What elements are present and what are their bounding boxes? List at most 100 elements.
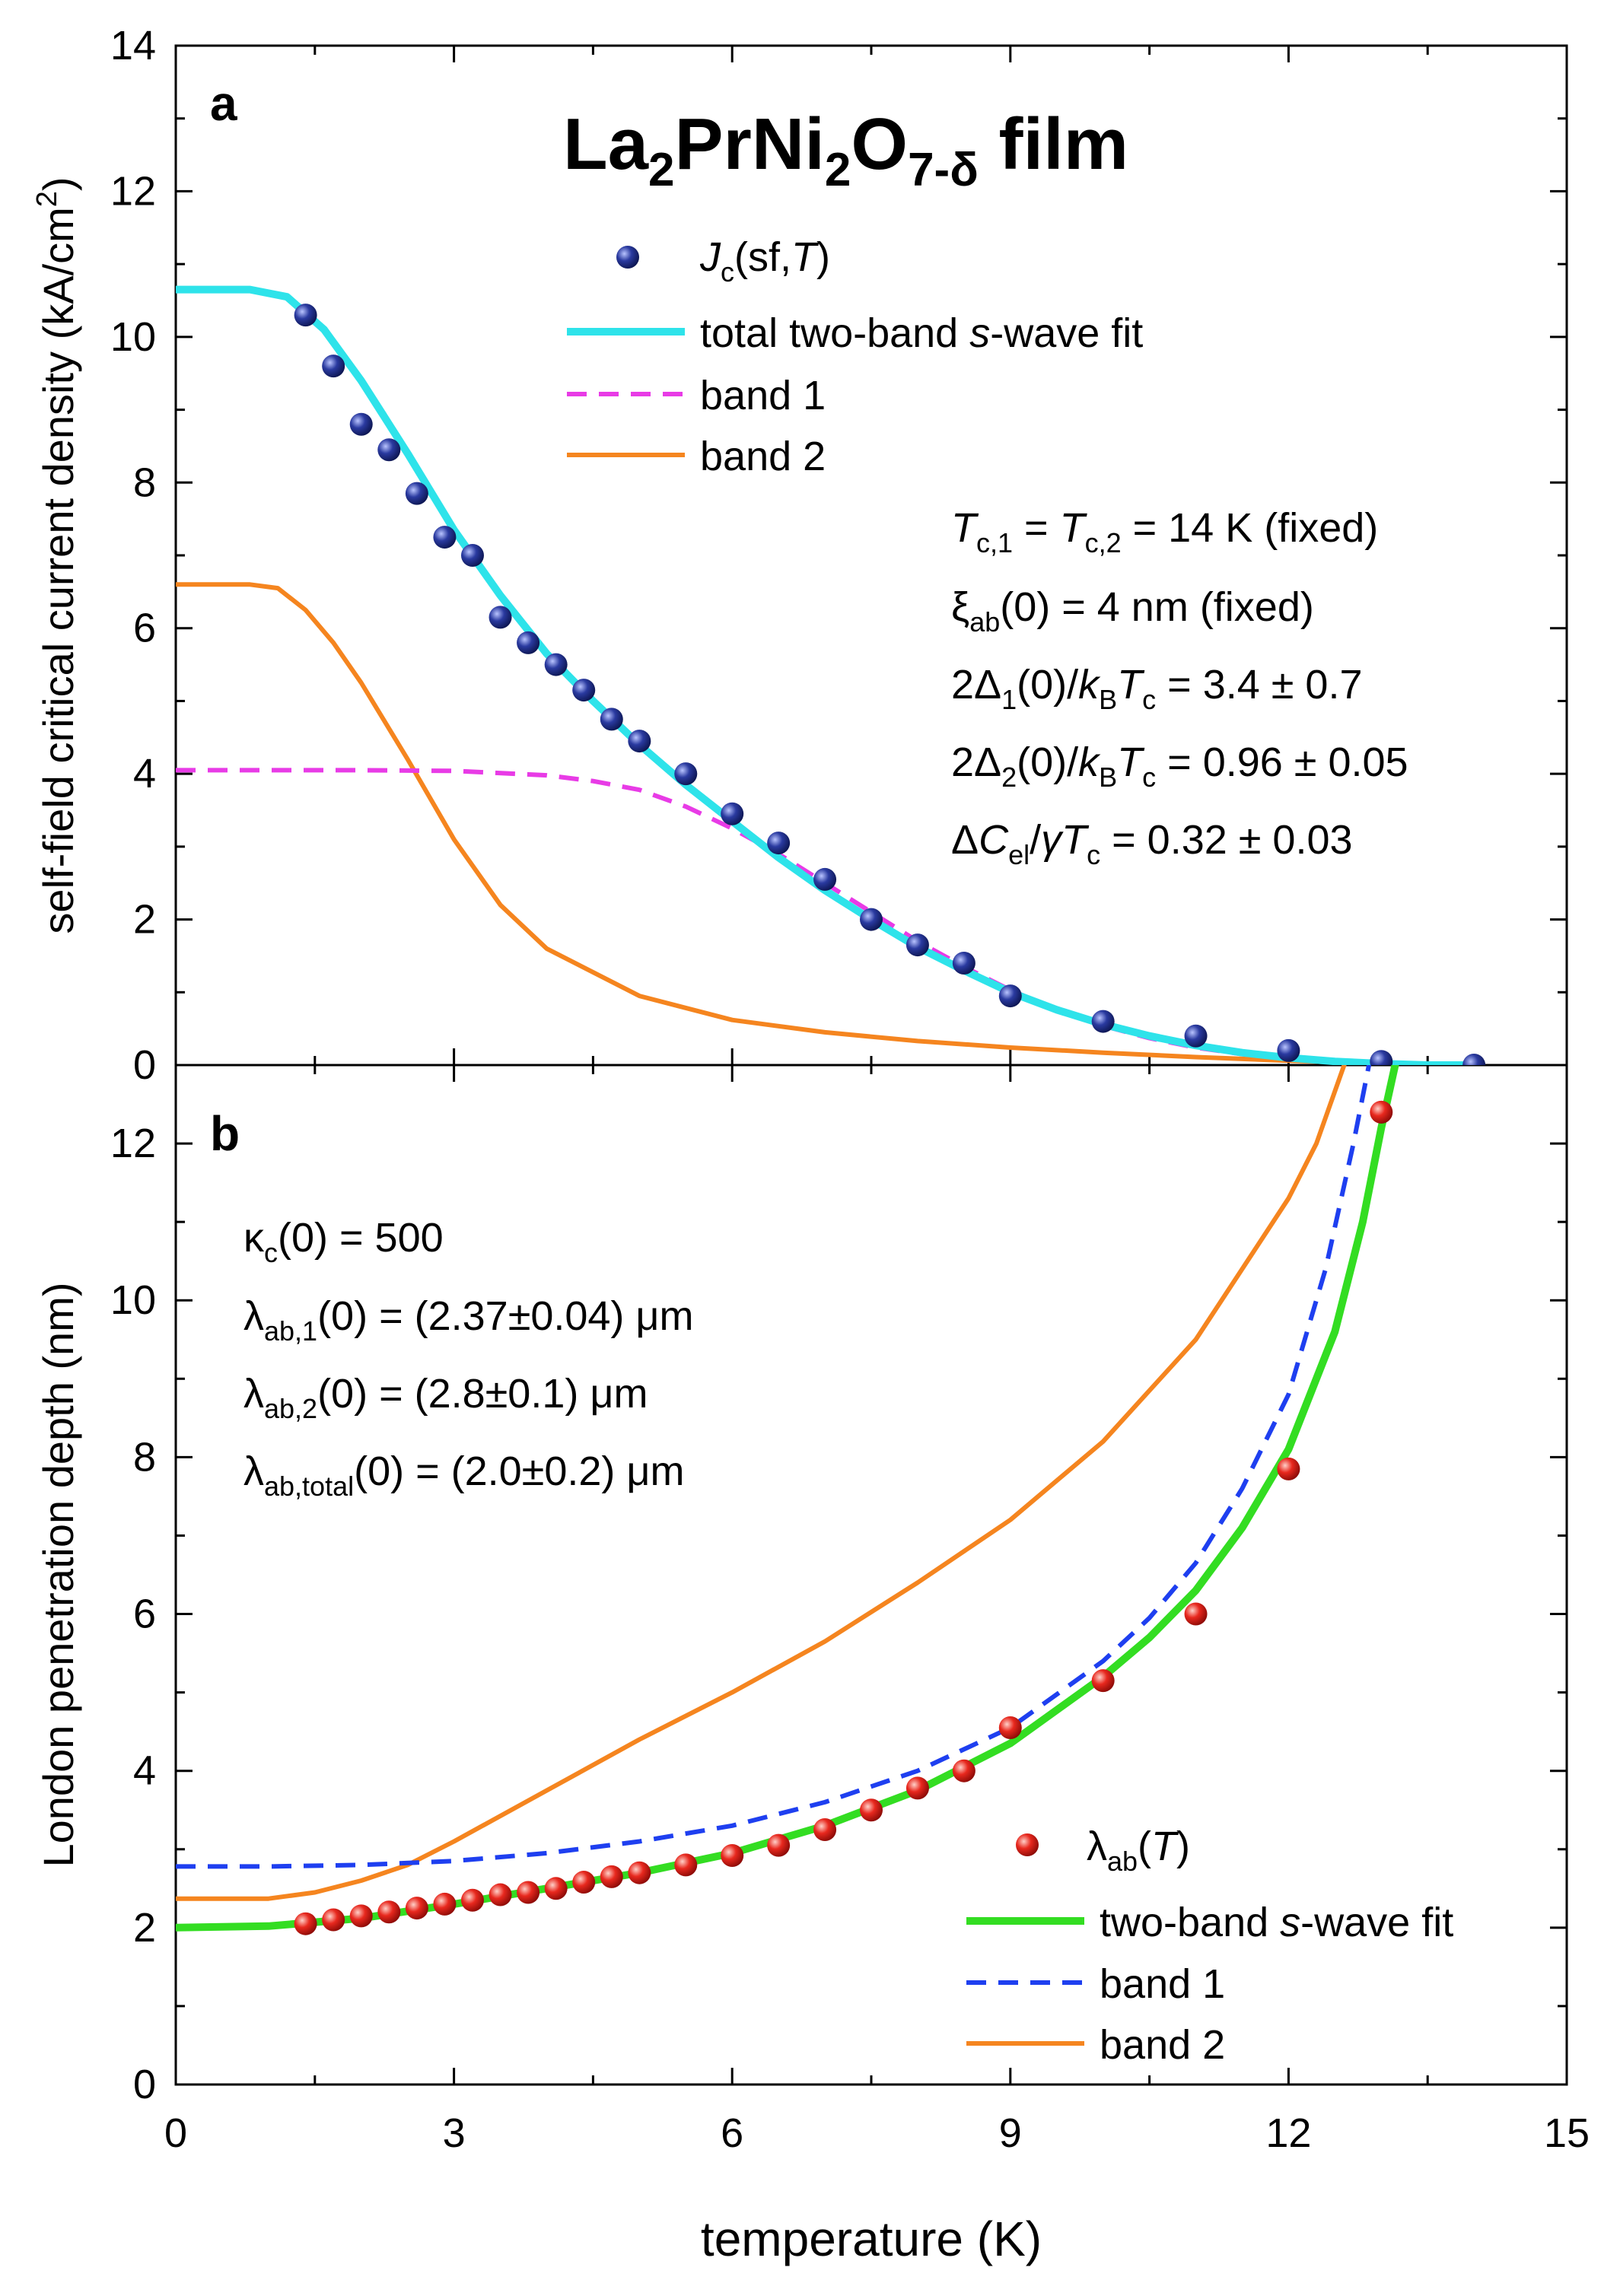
series-band-1 — [176, 768, 1475, 1065]
data-point — [1184, 1602, 1208, 1626]
legend-a-fit-label: total two-band s-wave fit — [700, 310, 1143, 356]
fit-parameters-b: κc(0) = 500 λab,1(0) = (2.37±0.04) μm λa… — [243, 1215, 694, 1502]
legend-b-band2-label: band 2 — [1100, 2022, 1225, 2068]
y-tick-label: 2 — [133, 897, 156, 943]
legend-a: Jc(sf,T) total two-band s-wave fit band … — [567, 234, 1143, 479]
param-lambda-total: λab,total(0) = (2.0±0.2) μm — [243, 1449, 684, 1502]
legend-a-jc-label: Jc(sf,T) — [699, 234, 830, 288]
fit-parameters-a: Tc,1 = Tc,2 = 14 K (fixed) ξab(0) = 4 nm… — [951, 505, 1408, 870]
y-tick-label: 8 — [133, 460, 156, 505]
data-point — [628, 730, 651, 753]
y-tick-label: 2 — [133, 1905, 156, 1951]
y-tick-label: 0 — [133, 2062, 156, 2107]
data-point — [460, 1888, 484, 1912]
legend-b-lambda-label: λab(T) — [1087, 1824, 1190, 1877]
param-kappa: κc(0) = 500 — [243, 1215, 444, 1268]
y-tick-label: 12 — [110, 168, 156, 214]
data-point — [860, 1798, 883, 1822]
data-point — [294, 304, 317, 327]
data-point — [349, 412, 373, 436]
param-xi: ξab(0) = 4 nm (fixed) — [951, 584, 1314, 638]
panel-b-axes: 0 2 4 6 8 10 12 0 3 6 9 12 15 — [110, 1064, 1590, 2156]
data-point — [460, 544, 484, 567]
param-heat-jump: ΔCel/γTc = 0.32 ± 0.03 — [951, 817, 1353, 870]
data-point — [349, 1904, 373, 1928]
data-point — [517, 1881, 540, 1904]
param-lambda1: λab,1(0) = (2.37±0.04) μm — [243, 1293, 694, 1347]
data-point — [1091, 1669, 1115, 1693]
legend-b-fit-label: two-band s-wave fit — [1100, 1900, 1453, 1945]
data-point — [405, 482, 428, 505]
x-axis-label: temperature (K) — [701, 2212, 1042, 2266]
data-point — [405, 1897, 428, 1920]
data-point — [767, 1833, 791, 1857]
series-band-1 — [176, 1065, 1372, 1869]
series-band-2 — [176, 582, 1477, 1065]
y-tick-label: 12 — [110, 1121, 156, 1166]
data-point — [322, 355, 345, 378]
data-point — [998, 984, 1022, 1008]
data-point — [905, 1776, 929, 1800]
data-point — [294, 1912, 317, 1935]
data-point — [600, 708, 623, 731]
legend-b-band1-label: band 1 — [1100, 1961, 1225, 2007]
y-tick-label: 8 — [133, 1434, 156, 1480]
data-point — [905, 933, 929, 957]
param-lambda2: λab,2(0) = (2.8±0.1) μm — [243, 1371, 648, 1424]
data-point — [1184, 1024, 1208, 1048]
data-point — [952, 1759, 976, 1782]
data-point — [322, 1908, 345, 1932]
x-tick-label: 9 — [999, 2110, 1022, 2156]
data-point — [1091, 1010, 1115, 1033]
data-point — [377, 1900, 401, 1924]
legend-a-jc-marker — [616, 246, 639, 269]
legend-a-band2-label: band 2 — [700, 434, 826, 479]
data-point — [1277, 1457, 1300, 1480]
data-point — [1462, 1054, 1486, 1065]
x-tick-label: 6 — [721, 2110, 743, 2156]
data-point — [433, 526, 457, 549]
panel-a-axes: 0 2 4 6 8 10 12 14 — [110, 23, 1568, 1088]
y-tick-label: 0 — [133, 1042, 156, 1088]
y-tick-label: 14 — [110, 23, 156, 68]
x-tick-label: 15 — [1544, 2110, 1590, 2156]
series-band-2 — [176, 1065, 1347, 1901]
panel-a-series — [176, 285, 1486, 1065]
data-point — [517, 631, 540, 654]
y-tick-label: 6 — [133, 1592, 156, 1637]
data-point — [544, 653, 568, 676]
param-tc: Tc,1 = Tc,2 = 14 K (fixed) — [951, 505, 1378, 558]
data-point — [377, 438, 401, 462]
legend-b: λab(T) two-band s-wave fit band 1 band 2 — [966, 1824, 1453, 2068]
data-point — [628, 1861, 651, 1884]
x-tick-label: 3 — [443, 2110, 466, 2156]
y-axis-label-b: London penetration depth (nm) — [34, 1283, 82, 1868]
data-point — [572, 679, 596, 702]
panel-b-series — [176, 1065, 1399, 1935]
legend-a-band1-label: band 1 — [700, 373, 826, 418]
data-point — [998, 1716, 1022, 1739]
data-point — [674, 762, 698, 786]
data-point — [813, 867, 837, 891]
panel-b-label: b — [210, 1106, 240, 1161]
x-tick-label: 12 — [1265, 2110, 1311, 2156]
y-tick-label: 4 — [133, 751, 156, 797]
data-point — [721, 802, 744, 825]
y-tick-label: 10 — [110, 1277, 156, 1323]
data-point — [544, 1877, 568, 1900]
y-axis-label-a: self-field critical current density (kA/… — [31, 176, 82, 933]
data-point — [489, 1883, 512, 1906]
data-point — [1277, 1038, 1300, 1062]
y-tick-label: 6 — [133, 606, 156, 651]
data-point — [721, 1844, 744, 1868]
chart-title: La2PrNi2O7-δ film — [563, 103, 1128, 196]
data-point — [952, 952, 976, 975]
data-point — [572, 1871, 596, 1894]
data-point — [1370, 1100, 1393, 1124]
x-tick-label: 0 — [164, 2110, 187, 2156]
param-gap1: 2Δ1(0)/kBTc = 3.4 ± 0.7 — [951, 662, 1362, 715]
data-point — [860, 908, 883, 931]
panel-a-label: a — [210, 76, 237, 131]
data-point — [1370, 1050, 1393, 1065]
